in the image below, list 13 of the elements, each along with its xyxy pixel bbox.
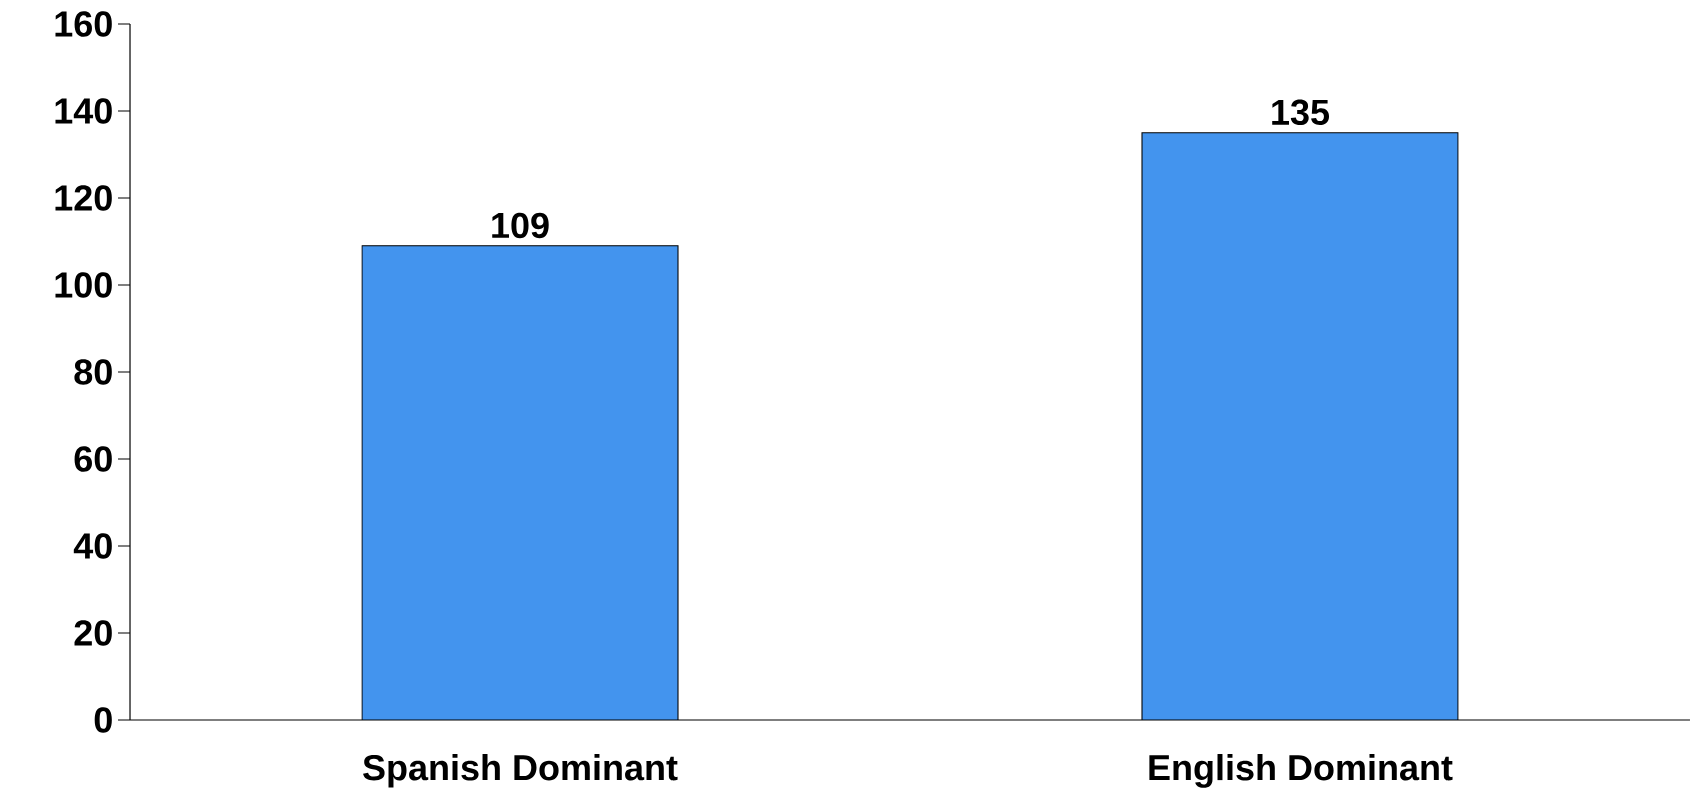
x-tick-label: Spanish Dominant xyxy=(363,754,678,788)
y-tick-label: 100 xyxy=(55,272,112,298)
y-tick-label: 140 xyxy=(55,98,112,124)
y-tick-label: 0 xyxy=(94,707,112,733)
x-tick-label: English Dominant xyxy=(1149,754,1453,788)
y-tick-label: 160 xyxy=(55,11,112,37)
data-label: 109 xyxy=(492,212,549,239)
y-tick-label: 60 xyxy=(74,446,112,472)
y-tick-label: 120 xyxy=(55,185,112,211)
y-tick-label: 80 xyxy=(74,359,112,385)
y-tick-label: 20 xyxy=(74,620,112,646)
data-label: 135 xyxy=(1272,99,1330,126)
y-tick-label: 40 xyxy=(73,533,112,559)
